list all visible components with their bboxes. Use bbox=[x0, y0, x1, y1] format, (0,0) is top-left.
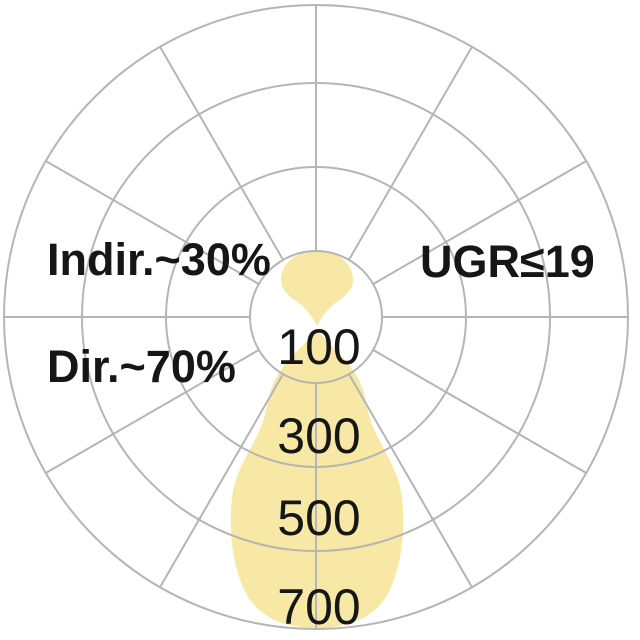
ring-label-500: 500 bbox=[277, 490, 360, 546]
grid-spoke-150deg bbox=[45, 160, 260, 285]
ring-label-700: 700 bbox=[277, 579, 360, 635]
grid-spoke-330deg bbox=[372, 349, 587, 474]
indirect-share-label: Indir.~30% bbox=[47, 234, 271, 285]
ring-label-300: 300 bbox=[277, 408, 360, 464]
grid-spoke-210deg bbox=[45, 349, 260, 474]
grid-spoke-30deg bbox=[372, 160, 587, 285]
direct-share-label: Dir.~70% bbox=[47, 341, 236, 392]
grid-spoke-120deg bbox=[159, 46, 284, 261]
grid-spokes bbox=[4, 5, 628, 629]
ugr-label: UGR≤19 bbox=[420, 236, 595, 287]
grid-spoke-300deg bbox=[348, 373, 473, 588]
polar-grid bbox=[3, 4, 629, 630]
grid-spoke-240deg bbox=[159, 373, 284, 588]
ring-label-100: 100 bbox=[277, 319, 360, 375]
grid-spoke-60deg bbox=[348, 46, 473, 261]
labels: 100 300 500 700 Indir.~30% Dir.~70% UGR≤… bbox=[47, 234, 595, 635]
indirect-lobe bbox=[280, 251, 354, 326]
